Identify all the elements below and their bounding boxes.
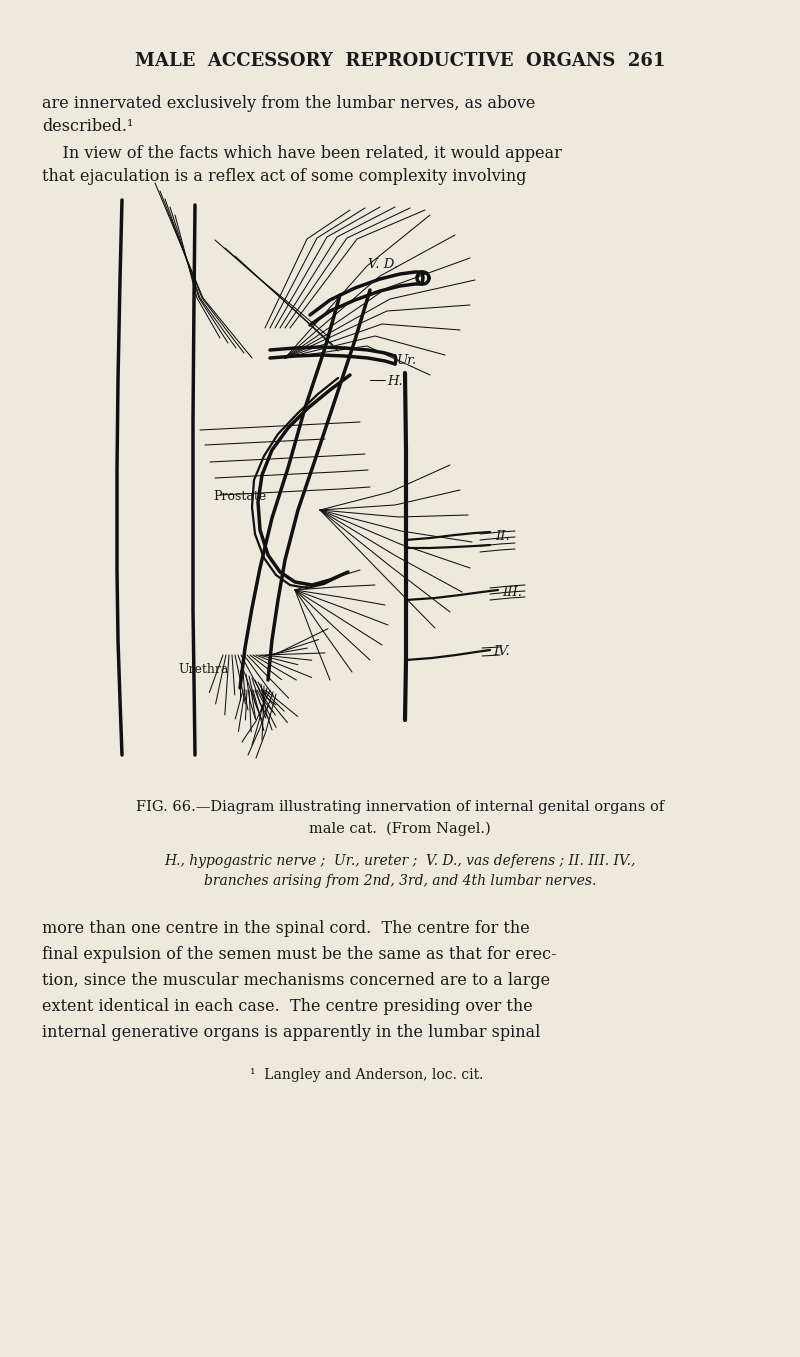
Text: male cat.  (From Nagel.): male cat. (From Nagel.) — [309, 822, 491, 836]
Text: FIG. 66.—Diagram illustrating innervation of internal genital organs of: FIG. 66.—Diagram illustrating innervatio… — [136, 801, 664, 814]
Text: are innervated exclusively from the lumbar nerves, as above: are innervated exclusively from the lumb… — [42, 95, 535, 113]
Text: internal generative organs is apparently in the lumbar spinal: internal generative organs is apparently… — [42, 1025, 540, 1041]
Text: described.¹: described.¹ — [42, 118, 134, 134]
Text: tion, since the muscular mechanisms concerned are to a large: tion, since the muscular mechanisms conc… — [42, 972, 550, 989]
Text: Ur.: Ur. — [397, 354, 418, 366]
Text: branches arising from 2nd, 3rd, and 4th lumbar nerves.: branches arising from 2nd, 3rd, and 4th … — [204, 874, 596, 887]
Text: H.: H. — [387, 375, 402, 388]
Text: IV.: IV. — [493, 645, 510, 658]
Text: Prostate: Prostate — [213, 490, 266, 503]
Text: MALE  ACCESSORY  REPRODUCTIVE  ORGANS  261: MALE ACCESSORY REPRODUCTIVE ORGANS 261 — [135, 52, 665, 71]
Text: ¹  Langley and Anderson, loc. cit.: ¹ Langley and Anderson, loc. cit. — [250, 1068, 483, 1082]
Text: more than one centre in the spinal cord.  The centre for the: more than one centre in the spinal cord.… — [42, 920, 530, 936]
Text: final expulsion of the semen must be the same as that for erec-: final expulsion of the semen must be the… — [42, 946, 557, 963]
Text: Urethra: Urethra — [178, 664, 228, 676]
Text: II.: II. — [495, 531, 510, 543]
Text: In view of the facts which have been related, it would appear: In view of the facts which have been rel… — [42, 145, 562, 161]
Text: V. D.: V. D. — [368, 258, 398, 271]
Text: extent identical in each case.  The centre presiding over the: extent identical in each case. The centr… — [42, 997, 533, 1015]
Text: III.: III. — [502, 586, 522, 598]
Text: H., hypogastric nerve ;  Ur., ureter ;  V. D., vas deferens ; II. III. IV.,: H., hypogastric nerve ; Ur., ureter ; V.… — [164, 854, 636, 868]
Text: that ejaculation is a reflex act of some complexity involving: that ejaculation is a reflex act of some… — [42, 168, 526, 185]
